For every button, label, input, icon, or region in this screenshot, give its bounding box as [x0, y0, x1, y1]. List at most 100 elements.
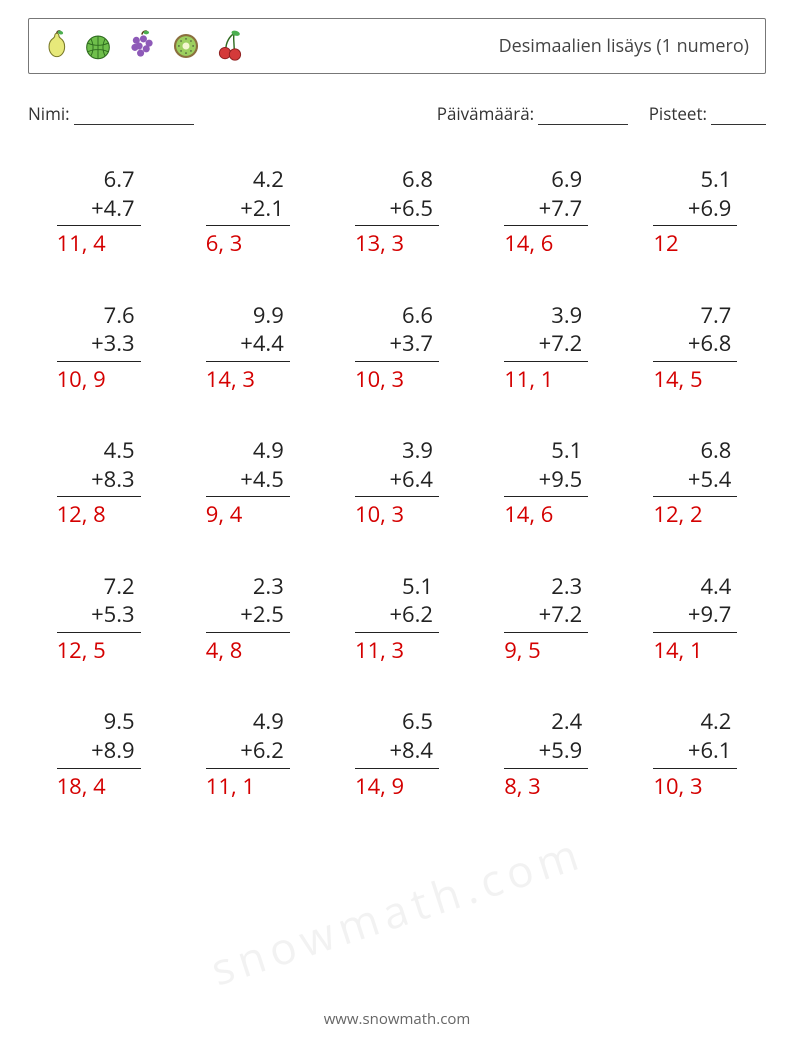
operand-a: 9.5	[39, 707, 159, 736]
name-blank-line	[74, 110, 194, 125]
operand-a: 6.9	[486, 165, 606, 194]
sum-bar	[504, 361, 588, 362]
kiwi-icon	[169, 29, 203, 63]
operand-b: +6.9	[635, 194, 755, 223]
watermark-text: snowmath.com	[203, 821, 591, 998]
answer: 12	[635, 230, 755, 256]
problem-cell: 3.9+7.211, 1	[486, 301, 606, 393]
problem-cell: 5.1+6.9 12	[635, 165, 755, 257]
operand-b: +8.4	[337, 736, 457, 765]
date-blank-line	[538, 110, 628, 125]
problem-cell: 2.3+2.5 4, 8	[188, 572, 308, 664]
answer: 10, 3	[635, 773, 755, 799]
date-field: Päivämäärä:	[437, 102, 628, 125]
answer: 14, 6	[486, 501, 606, 527]
operand-b: +7.7	[486, 194, 606, 223]
operand-a: 4.5	[39, 436, 159, 465]
operand-b: +9.7	[635, 600, 755, 629]
operand-b: +4.4	[188, 329, 308, 358]
answer: 10, 9	[39, 366, 159, 392]
sum-bar	[57, 768, 141, 769]
problem-cell: 3.9+6.410, 3	[337, 436, 457, 528]
operand-a: 3.9	[486, 301, 606, 330]
sum-bar	[57, 361, 141, 362]
answer: 14, 9	[337, 773, 457, 799]
problem-cell: 7.2+5.3 12, 5	[39, 572, 159, 664]
sum-bar	[504, 632, 588, 633]
meta-row: Nimi: Päivämäärä: Pisteet:	[28, 102, 766, 125]
answer: 18, 4	[39, 773, 159, 799]
operand-b: +6.4	[337, 465, 457, 494]
operand-b: +5.3	[39, 600, 159, 629]
score-blank-line	[711, 110, 766, 125]
sum-bar	[355, 768, 439, 769]
sum-bar	[355, 496, 439, 497]
meta-spacer-2	[628, 102, 649, 125]
answer: 11, 3	[337, 637, 457, 663]
operand-a: 7.7	[635, 301, 755, 330]
sum-bar	[206, 768, 290, 769]
answer: 12, 5	[39, 637, 159, 663]
problem-cell: 4.9+4.59, 4	[188, 436, 308, 528]
name-field: Nimi:	[28, 102, 194, 125]
answer: 9, 4	[188, 501, 308, 527]
sum-bar	[355, 361, 439, 362]
header-bar: Desimaalien lisäys (1 numero)	[28, 18, 766, 74]
sum-bar	[653, 768, 737, 769]
sum-bar	[57, 496, 141, 497]
operand-b: +3.7	[337, 329, 457, 358]
problem-cell: 5.1+6.2 11, 3	[337, 572, 457, 664]
sum-bar	[206, 361, 290, 362]
problem-cell: 6.8+5.412, 2	[635, 436, 755, 528]
problem-cell: 2.3+7.29, 5	[486, 572, 606, 664]
answer: 4, 8	[188, 637, 308, 663]
sum-bar	[653, 496, 737, 497]
problem-cell: 6.7+4.711, 4	[39, 165, 159, 257]
answer: 14, 5	[635, 366, 755, 392]
problem-cell: 9.9+4.414, 3	[188, 301, 308, 393]
operand-a: 5.1	[486, 436, 606, 465]
problem-cell: 6.9+7.714, 6	[486, 165, 606, 257]
operand-a: 7.2	[39, 572, 159, 601]
operand-a: 6.7	[39, 165, 159, 194]
operand-a: 5.1	[337, 572, 457, 601]
operand-b: +9.5	[486, 465, 606, 494]
operand-a: 5.1	[635, 165, 755, 194]
fruit-icon-row	[37, 29, 247, 63]
operand-b: +4.5	[188, 465, 308, 494]
worksheet-title: Desimaalien lisäys (1 numero)	[499, 34, 749, 58]
problem-cell: 4.5+8.312, 8	[39, 436, 159, 528]
answer: 6, 3	[188, 230, 308, 256]
problem-cell: 6.5+8.4 14, 9	[337, 707, 457, 799]
answer: 10, 3	[337, 366, 457, 392]
name-label: Nimi:	[28, 102, 70, 125]
problem-cell: 5.1+9.5 14, 6	[486, 436, 606, 528]
operand-a: 4.2	[188, 165, 308, 194]
sum-bar	[355, 632, 439, 633]
problem-cell: 9.5+8.918, 4	[39, 707, 159, 799]
operand-a: 2.4	[486, 707, 606, 736]
operand-a: 6.5	[337, 707, 457, 736]
sum-bar	[653, 632, 737, 633]
problems-grid: 6.7+4.711, 44.2+2.16, 36.8+6.513, 36.9+7…	[28, 165, 766, 799]
sum-bar	[653, 361, 737, 362]
operand-a: 2.3	[188, 572, 308, 601]
answer: 13, 3	[337, 230, 457, 256]
answer: 11, 1	[486, 366, 606, 392]
operand-b: +8.3	[39, 465, 159, 494]
sum-bar	[355, 225, 439, 226]
operand-a: 6.8	[635, 436, 755, 465]
problem-cell: 4.2+2.16, 3	[188, 165, 308, 257]
sum-bar	[206, 225, 290, 226]
problem-cell: 7.6+3.310, 9	[39, 301, 159, 393]
operand-b: +6.1	[635, 736, 755, 765]
meta-spacer	[194, 102, 437, 125]
answer: 14, 1	[635, 637, 755, 663]
operand-a: 4.9	[188, 707, 308, 736]
operand-b: +5.9	[486, 736, 606, 765]
operand-b: +2.5	[188, 600, 308, 629]
sum-bar	[57, 225, 141, 226]
sum-bar	[653, 225, 737, 226]
operand-b: +6.2	[337, 600, 457, 629]
answer: 11, 1	[188, 773, 308, 799]
